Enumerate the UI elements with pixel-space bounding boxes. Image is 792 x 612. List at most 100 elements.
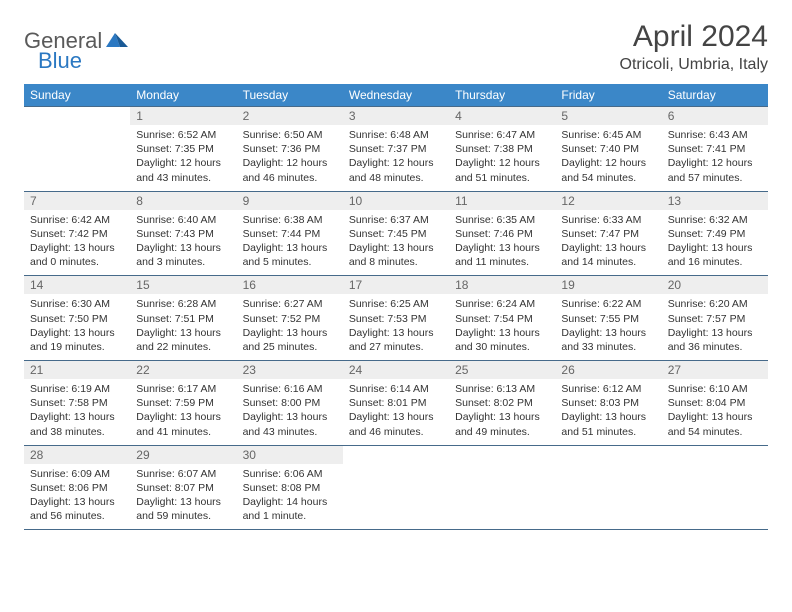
cell-line-day2: and 8 minutes.	[349, 255, 443, 269]
content-row: Sunrise: 6:19 AMSunset: 7:58 PM Daylight:…	[24, 379, 768, 445]
cell-line-day1: Daylight: 13 hours	[349, 410, 443, 424]
cell-line-day2: and 11 minutes.	[455, 255, 549, 269]
logo-triangle-icon	[106, 31, 128, 52]
month-title: April 2024	[620, 20, 768, 54]
cell-line-day1: Daylight: 13 hours	[243, 410, 337, 424]
day-number: 8	[130, 191, 236, 210]
cell-line-sunrise: Sunrise: 6:50 AM	[243, 128, 337, 142]
day-cell: Sunrise: 6:27 AMSunset: 7:52 PMDaylight:…	[237, 294, 343, 360]
cell-line-day1: Daylight: 13 hours	[136, 495, 230, 509]
cell-line-sunset: Sunset: 7:47 PM	[561, 227, 655, 241]
cell-line-day2: and 54 minutes.	[561, 171, 655, 185]
daynum-row: 78910111213	[24, 191, 768, 210]
day-header: Thursday	[449, 84, 555, 107]
cell-line-day2: and 25 minutes.	[243, 340, 337, 354]
day-header-row: Sunday Monday Tuesday Wednesday Thursday…	[24, 84, 768, 107]
cell-line-sunset: Sunset: 8:04 PM	[668, 396, 762, 410]
day-header: Wednesday	[343, 84, 449, 107]
cell-line-sunrise: Sunrise: 6:43 AM	[668, 128, 762, 142]
day-number: 20	[662, 276, 768, 295]
cell-line-day1: Daylight: 13 hours	[243, 326, 337, 340]
cell-line-sunset: Sunset: 7:40 PM	[561, 142, 655, 156]
cell-line-sunset: Sunset: 7:50 PM	[30, 312, 124, 326]
day-cell: Sunrise: 6:28 AMSunset: 7:51 PMDaylight:…	[130, 294, 236, 360]
day-number	[555, 445, 661, 464]
cell-line-day2: and 46 minutes.	[349, 425, 443, 439]
cell-line-sunrise: Sunrise: 6:14 AM	[349, 382, 443, 396]
day-number: 2	[237, 107, 343, 126]
day-number: 9	[237, 191, 343, 210]
cell-line-day1: Daylight: 13 hours	[668, 241, 762, 255]
cell-line-day1: Daylight: 13 hours	[349, 326, 443, 340]
cell-line-sunrise: Sunrise: 6:22 AM	[561, 297, 655, 311]
cell-line-sunset: Sunset: 7:57 PM	[668, 312, 762, 326]
cell-line-day2: and 27 minutes.	[349, 340, 443, 354]
cell-line-sunrise: Sunrise: 6:30 AM	[30, 297, 124, 311]
day-cell	[555, 464, 661, 530]
cell-line-day2: and 49 minutes.	[455, 425, 549, 439]
day-number: 30	[237, 445, 343, 464]
day-number: 18	[449, 276, 555, 295]
day-cell: Sunrise: 6:17 AMSunset: 7:59 PMDaylight:…	[130, 379, 236, 445]
daynum-row: 14151617181920	[24, 276, 768, 295]
content-row: Sunrise: 6:42 AMSunset: 7:42 PMDaylight:…	[24, 210, 768, 276]
cell-line-sunset: Sunset: 7:44 PM	[243, 227, 337, 241]
cell-line-sunrise: Sunrise: 6:40 AM	[136, 213, 230, 227]
day-number: 10	[343, 191, 449, 210]
day-cell: Sunrise: 6:42 AMSunset: 7:42 PMDaylight:…	[24, 210, 130, 276]
day-cell: Sunrise: 6:13 AMSunset: 8:02 PMDaylight:…	[449, 379, 555, 445]
day-number: 23	[237, 361, 343, 380]
cell-line-sunset: Sunset: 7:59 PM	[136, 396, 230, 410]
cell-line-day2: and 33 minutes.	[561, 340, 655, 354]
content-row: Sunrise: 6:52 AMSunset: 7:35 PMDaylight:…	[24, 125, 768, 191]
day-cell: Sunrise: 6:37 AMSunset: 7:45 PMDaylight:…	[343, 210, 449, 276]
day-cell: Sunrise: 6:52 AMSunset: 7:35 PMDaylight:…	[130, 125, 236, 191]
cell-line-sunset: Sunset: 7:41 PM	[668, 142, 762, 156]
cell-line-day2: and 5 minutes.	[243, 255, 337, 269]
cell-line-day1: Daylight: 13 hours	[243, 241, 337, 255]
day-cell: Sunrise: 6:24 AMSunset: 7:54 PMDaylight:…	[449, 294, 555, 360]
day-number: 29	[130, 445, 236, 464]
cell-line-day2: and 14 minutes.	[561, 255, 655, 269]
cell-line-day2: and 3 minutes.	[136, 255, 230, 269]
day-number: 12	[555, 191, 661, 210]
cell-line-sunrise: Sunrise: 6:06 AM	[243, 467, 337, 481]
cell-line-day1: Daylight: 13 hours	[455, 326, 549, 340]
cell-line-sunrise: Sunrise: 6:42 AM	[30, 213, 124, 227]
cell-line-sunrise: Sunrise: 6:24 AM	[455, 297, 549, 311]
day-cell: Sunrise: 6:10 AMSunset: 8:04 PMDaylight:…	[662, 379, 768, 445]
cell-line-day2: and 43 minutes.	[243, 425, 337, 439]
day-number	[449, 445, 555, 464]
content-row: Sunrise: 6:30 AMSunset: 7:50 PM Daylight:…	[24, 294, 768, 360]
day-cell: Sunrise: 6:25 AMSunset: 7:53 PMDaylight:…	[343, 294, 449, 360]
cell-line-sunset: Sunset: 7:58 PM	[30, 396, 124, 410]
cell-line-day2: and 22 minutes.	[136, 340, 230, 354]
day-cell: Sunrise: 6:47 AMSunset: 7:38 PMDaylight:…	[449, 125, 555, 191]
cell-line-day1: Daylight: 13 hours	[349, 241, 443, 255]
day-cell	[24, 125, 130, 191]
cell-line-sunset: Sunset: 7:35 PM	[136, 142, 230, 156]
cell-line-sunset: Sunset: 7:46 PM	[455, 227, 549, 241]
cell-line-day1: Daylight: 12 hours	[349, 156, 443, 170]
cell-line-sunrise: Sunrise: 6:47 AM	[455, 128, 549, 142]
daynum-row: 282930	[24, 445, 768, 464]
cell-line-sunset: Sunset: 8:06 PM	[30, 481, 124, 495]
cell-line-day2: and 0 minutes.	[30, 255, 124, 269]
cell-line-day1: Daylight: 13 hours	[30, 241, 124, 255]
day-header: Tuesday	[237, 84, 343, 107]
day-number	[662, 445, 768, 464]
cell-line-day2: and 41 minutes.	[136, 425, 230, 439]
cell-line-sunrise: Sunrise: 6:27 AM	[243, 297, 337, 311]
day-number: 26	[555, 361, 661, 380]
cell-line-day1: Daylight: 12 hours	[136, 156, 230, 170]
cell-line-sunset: Sunset: 7:52 PM	[243, 312, 337, 326]
cell-line-sunset: Sunset: 7:53 PM	[349, 312, 443, 326]
cell-line-day1: Daylight: 12 hours	[455, 156, 549, 170]
cell-line-day1: Daylight: 14 hours	[243, 495, 337, 509]
location: Otricoli, Umbria, Italy	[620, 56, 768, 74]
day-number: 7	[24, 191, 130, 210]
day-cell: Sunrise: 6:50 AMSunset: 7:36 PMDaylight:…	[237, 125, 343, 191]
day-number: 24	[343, 361, 449, 380]
calendar-table: Sunday Monday Tuesday Wednesday Thursday…	[24, 84, 768, 530]
cell-line-sunrise: Sunrise: 6:19 AM	[30, 382, 124, 396]
